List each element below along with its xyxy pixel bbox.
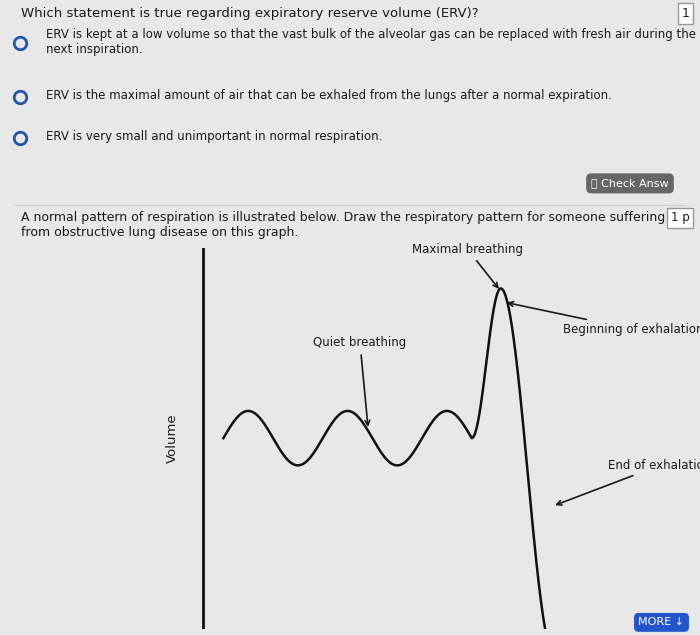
Text: Beginning of exhalation: Beginning of exhalation — [509, 302, 700, 336]
Text: Maximal breathing: Maximal breathing — [412, 243, 523, 288]
Text: 1: 1 — [682, 7, 690, 20]
Text: ERV is kept at a low volume so that the vast bulk of the alveolar gas can be rep: ERV is kept at a low volume so that the … — [46, 28, 696, 57]
Text: Quiet breathing: Quiet breathing — [314, 337, 407, 425]
Text: 1 p: 1 p — [671, 211, 690, 224]
Text: from obstructive lung disease on this graph.: from obstructive lung disease on this gr… — [21, 225, 298, 239]
Text: ERV is very small and unimportant in normal respiration.: ERV is very small and unimportant in nor… — [46, 130, 382, 143]
Text: A normal pattern of respiration is illustrated below. Draw the respiratory patte: A normal pattern of respiration is illus… — [21, 211, 665, 224]
Text: 👍 Check Answ: 👍 Check Answ — [592, 178, 668, 189]
Text: Which statement is true regarding expiratory reserve volume (ERV)?: Which statement is true regarding expira… — [21, 7, 479, 20]
Text: End of exhalation: End of exhalation — [556, 459, 700, 505]
Text: MORE ↓: MORE ↓ — [638, 617, 685, 627]
Y-axis label: Volume: Volume — [166, 413, 179, 463]
Text: ERV is the maximal amount of air that can be exhaled from the lungs after a norm: ERV is the maximal amount of air that ca… — [46, 89, 611, 102]
